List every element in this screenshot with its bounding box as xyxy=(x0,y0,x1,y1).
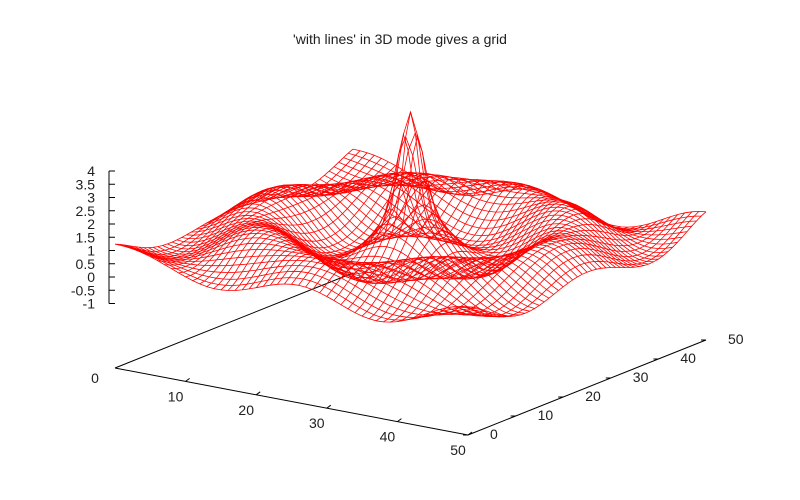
x-tick-label: 30 xyxy=(309,415,325,431)
z-tick-label: 3 xyxy=(87,190,95,206)
x-tick-mark xyxy=(255,391,261,396)
x-tick-mark xyxy=(185,377,190,382)
mesh-line-y xyxy=(352,148,707,228)
mesh-line-y xyxy=(300,173,654,263)
y-tick-label: 40 xyxy=(680,350,696,366)
mesh-line-y xyxy=(119,244,473,321)
mesh-line-y xyxy=(329,170,683,240)
y-tick-label: 30 xyxy=(633,369,649,385)
x-tick-label: 20 xyxy=(238,402,254,418)
y-axis-tick-labels: 0 10 20 30 40 50 xyxy=(463,331,744,442)
z-axis: 43.532.521.510.50-0.5-1 xyxy=(71,163,115,312)
chart-title: 'with lines' in 3D mode gives a grid xyxy=(293,31,507,47)
base-axes xyxy=(114,272,707,436)
x-axis-line xyxy=(114,367,469,436)
y-tick-label: 0 xyxy=(490,426,498,442)
mesh-line-x xyxy=(129,152,368,255)
mesh-line-y xyxy=(133,246,488,315)
mesh-line-y xyxy=(129,245,483,316)
back-floor-edge xyxy=(114,272,354,369)
x-tick-label: 50 xyxy=(450,442,466,458)
z-tick-label: 2 xyxy=(87,216,95,232)
z-tick-label: 1 xyxy=(87,243,95,259)
mesh-line-x xyxy=(114,148,354,249)
mesh-line-y xyxy=(157,232,511,318)
z-tick-label: 0 xyxy=(87,269,95,285)
x-tick-label: 40 xyxy=(380,429,396,445)
x-tick-mark xyxy=(467,431,473,436)
mesh-line-y xyxy=(310,171,664,257)
x-origin-label: 0 xyxy=(91,370,99,386)
mesh-line-y xyxy=(228,135,583,278)
mesh-line-y xyxy=(314,172,668,254)
mesh-line-y xyxy=(348,152,702,230)
y-tick-label: 10 xyxy=(538,407,554,423)
mesh-line-y xyxy=(286,180,640,267)
z-tick-label: 1.5 xyxy=(76,229,96,245)
mesh-line-y xyxy=(214,199,569,284)
mesh-line-y xyxy=(305,172,659,260)
z-tick-label: 2.5 xyxy=(76,203,96,219)
mesh-line-y xyxy=(138,246,492,316)
y-tick-label: 20 xyxy=(585,388,601,404)
mesh-line-y xyxy=(124,244,478,318)
z-tick-label: 3.5 xyxy=(76,176,96,192)
mesh-line-y xyxy=(338,161,692,233)
z-tick-label: 4 xyxy=(87,163,95,179)
mesh-line-y xyxy=(167,227,521,316)
z-tick-label: -0.5 xyxy=(71,282,95,298)
mesh-line-y xyxy=(200,211,554,295)
x-tick-mark xyxy=(397,418,402,423)
z-tick-label: -1 xyxy=(83,296,96,312)
y-tick-label: 50 xyxy=(728,331,744,347)
surface-mesh xyxy=(114,110,707,323)
y-axis-line xyxy=(467,339,707,436)
mesh-line-y xyxy=(343,157,697,231)
x-tick-label: 10 xyxy=(168,388,184,404)
z-tick-label: 0.5 xyxy=(76,256,96,272)
mesh-line-y xyxy=(162,229,516,317)
x-tick-mark xyxy=(326,404,332,409)
mesh-line-y xyxy=(224,182,578,280)
mesh-line-y xyxy=(210,203,564,288)
mesh-line-y xyxy=(291,178,645,266)
x-axis-tick-labels: 0 10 20 30 40 50 xyxy=(91,370,473,458)
